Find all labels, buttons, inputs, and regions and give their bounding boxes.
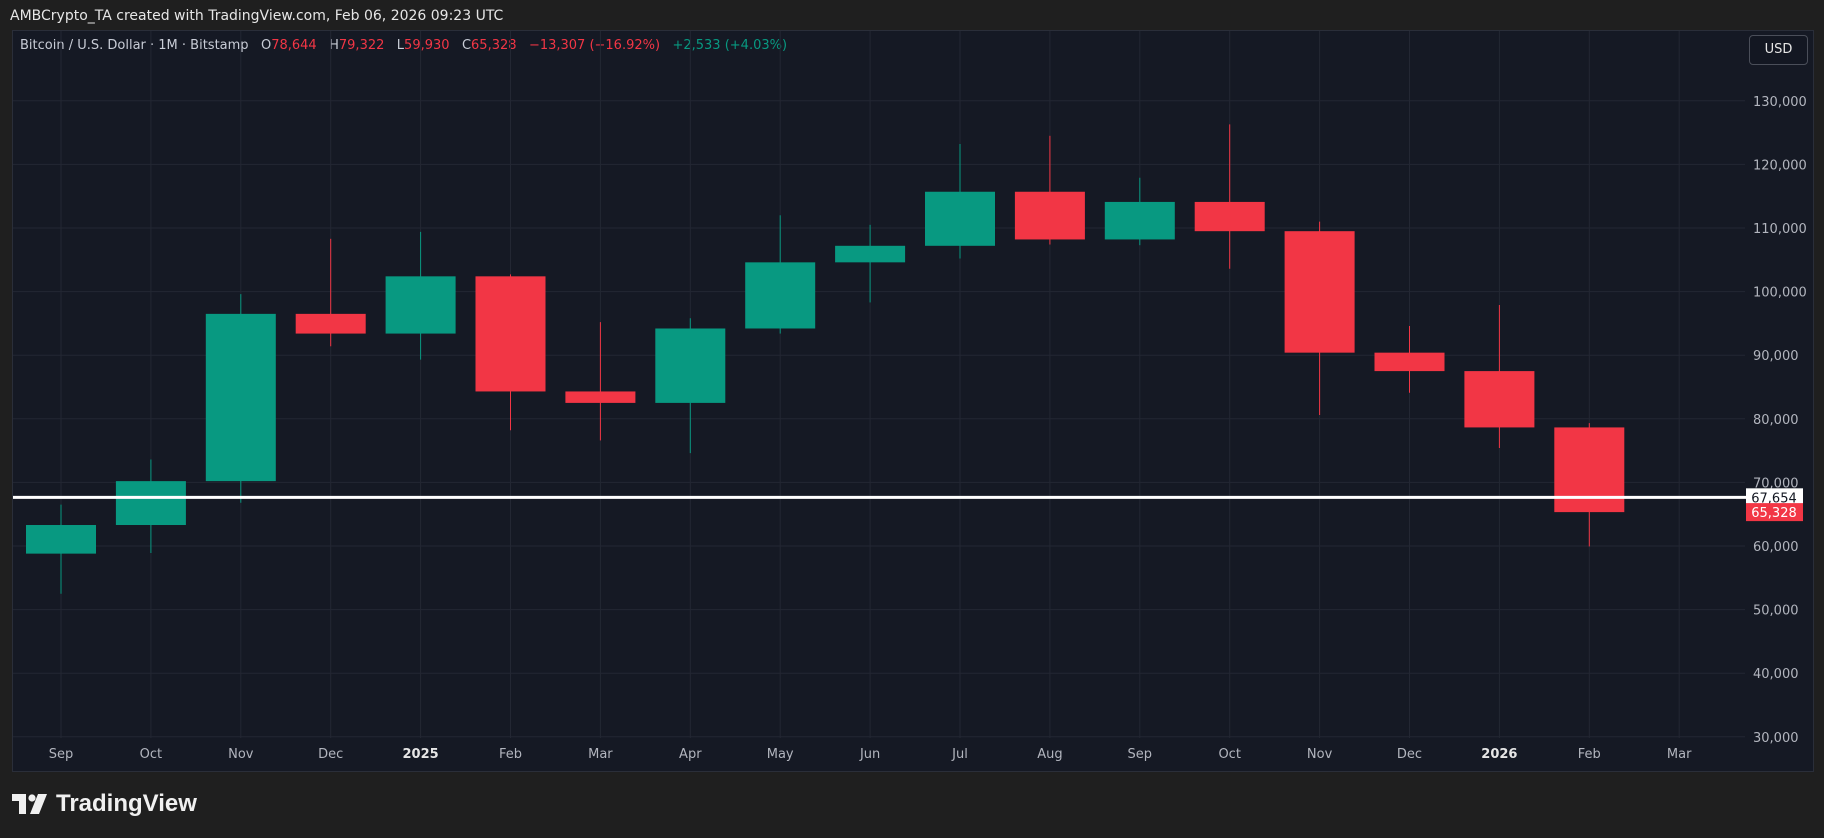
change-value: −13,307 (−16.92%) bbox=[528, 38, 661, 53]
chart-panel[interactable] bbox=[12, 30, 1814, 772]
close-value: 65,328 bbox=[471, 38, 517, 53]
open-value: 78,644 bbox=[271, 38, 317, 53]
symbol-label[interactable]: Bitcoin / U.S. Dollar · 1M · Bitstamp bbox=[20, 38, 249, 53]
brand-name: TradingView bbox=[56, 790, 197, 817]
currency-button[interactable]: USD bbox=[1749, 35, 1808, 65]
close-label: C bbox=[461, 38, 472, 53]
high-value: 79,322 bbox=[338, 38, 385, 53]
ohlc-legend: Bitcoin / U.S. Dollar · 1M · Bitstamp O7… bbox=[20, 38, 787, 53]
high-label: H bbox=[329, 38, 339, 53]
low-label: L bbox=[396, 38, 405, 53]
extra-change-value: +2,533 (+4.03%) bbox=[672, 38, 788, 53]
low-value: 59,930 bbox=[404, 38, 450, 53]
tradingview-logo-icon bbox=[12, 794, 47, 814]
chart-header: AMBCrypto_TA created with TradingView.co… bbox=[10, 8, 504, 24]
open-label: O bbox=[260, 38, 272, 53]
tradingview-logo[interactable]: TradingView bbox=[12, 790, 197, 818]
